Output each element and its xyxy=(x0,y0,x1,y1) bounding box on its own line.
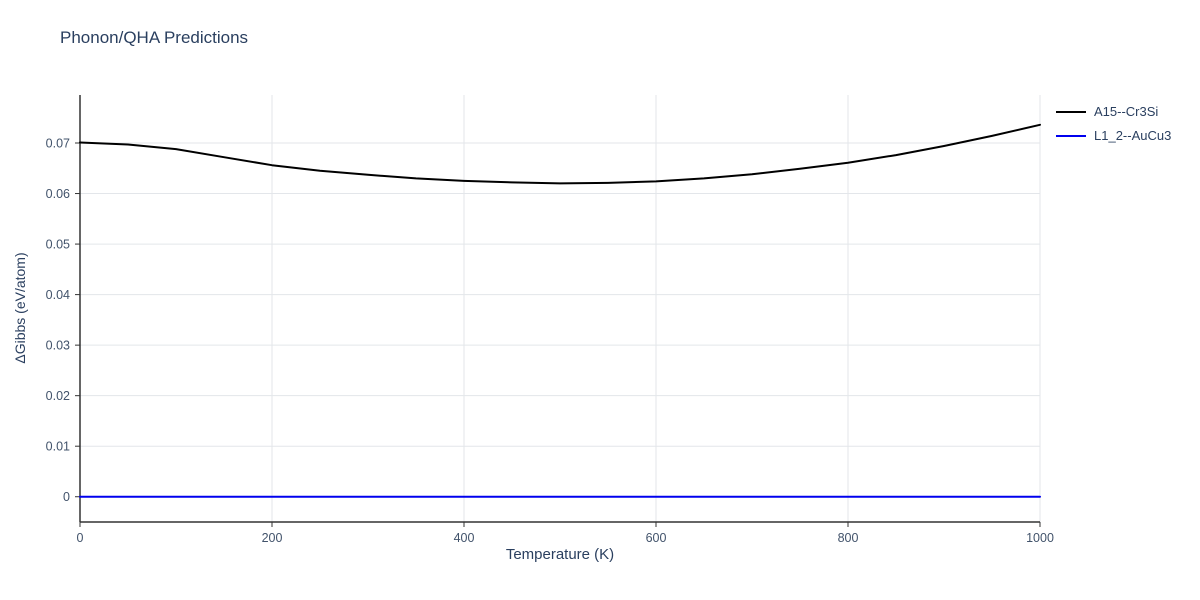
legend-item-a15-cr3si[interactable]: A15--Cr3Si xyxy=(1056,104,1171,119)
y-tick-label: 0.01 xyxy=(46,440,70,454)
x-tick-label: 0 xyxy=(77,531,84,545)
x-tick-label: 200 xyxy=(262,531,283,545)
y-tick-label: 0 xyxy=(63,490,70,504)
x-tick-label: 1000 xyxy=(1026,531,1054,545)
legend-label: L1_2--AuCu3 xyxy=(1094,128,1172,143)
x-tick-label: 800 xyxy=(838,531,859,545)
x-tick-label: 600 xyxy=(646,531,667,545)
y-tick-label: 0.07 xyxy=(46,137,70,151)
x-axis-title: Temperature (K) xyxy=(505,546,615,563)
legend-item-l12-aucu3[interactable]: L1_2--AuCu3 xyxy=(1056,128,1171,143)
y-tick-label: 0.03 xyxy=(46,339,70,353)
y-tick-label: 0.02 xyxy=(46,389,70,403)
y-tick-label: 0.05 xyxy=(46,238,70,252)
legend-label: A15--Cr3Si xyxy=(1094,104,1159,119)
chart-title: Phonon/QHA Predictions xyxy=(60,28,249,47)
x-tick-label: 400 xyxy=(454,531,475,545)
y-tick-label: 0.06 xyxy=(46,187,70,201)
legend: A15--Cr3Si L1_2--AuCu3 xyxy=(1056,104,1171,143)
y-axis-title: ΔGibbs (eV/atom) xyxy=(12,252,28,364)
y-tick-label: 0.04 xyxy=(46,288,70,302)
series-line-A15--Cr3Si xyxy=(79,123,1041,185)
legend-line-sample xyxy=(1056,134,1086,137)
legend-line-sample xyxy=(1056,110,1086,113)
